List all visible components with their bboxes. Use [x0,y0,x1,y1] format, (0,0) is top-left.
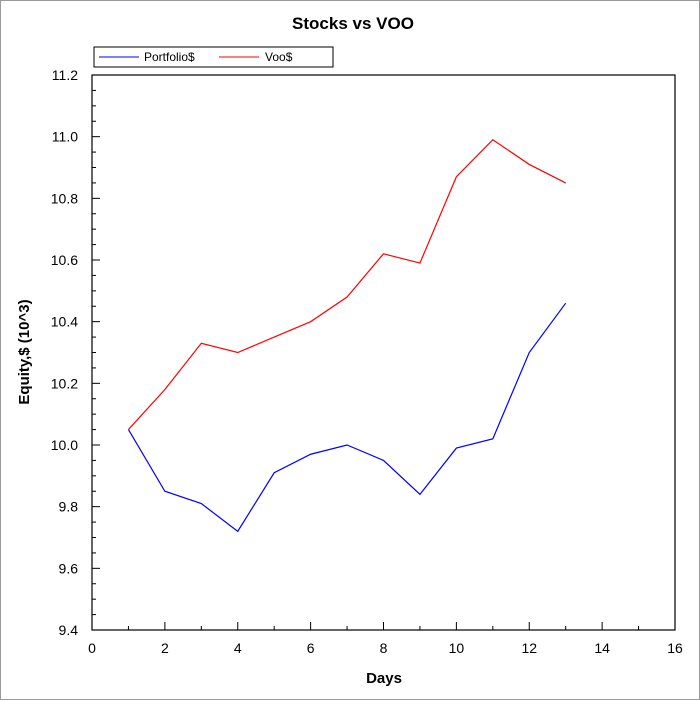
x-tick-label: 10 [449,640,465,656]
series-layer [127,138,567,533]
series-line-portfolio [127,302,567,533]
y-tick-label: 9.8 [59,499,79,515]
y-tick-label: 9.6 [59,560,79,576]
y-tick-label: 10.4 [51,314,78,330]
y-tick-label: 10.8 [51,190,78,206]
x-tick-label: 2 [161,640,169,656]
x-tick-label: 4 [234,640,242,656]
y-axis-label: Equity,$ (10^3) [16,299,33,404]
legend-label-portfolio: Portfolio$ [144,50,195,64]
x-tick-label: 12 [521,640,537,656]
legend: Portfolio$ Voo$ [93,46,334,68]
x-tick-label: 14 [594,640,610,656]
y-tick-label: 11.2 [52,67,78,83]
y-tick-label: 9.4 [59,622,79,638]
chart-title: Stocks vs VOO [292,14,414,33]
x-tick-label: 16 [667,640,683,656]
y-tick-label: 11.0 [52,129,78,145]
y-tick-label: 10.6 [51,252,78,268]
x-axis-label: Days [366,670,402,687]
x-tick-label: 0 [88,640,96,656]
x-axis: 0 2 4 6 8 10 12 14 16 [88,622,683,656]
legend-label-voo: Voo$ [265,50,293,64]
y-axis: 9.4 9.6 9.8 10.0 10.2 10.4 10.6 10.8 11.0 11.2 [51,67,100,638]
x-tick-label: 8 [380,640,388,656]
y-tick-label: 10.2 [51,375,78,391]
legend-box [93,46,334,68]
x-tick-label: 6 [307,640,315,656]
y-tick-label: 10.0 [51,437,78,453]
plot-area [91,74,676,631]
series-line-voo [127,138,566,430]
